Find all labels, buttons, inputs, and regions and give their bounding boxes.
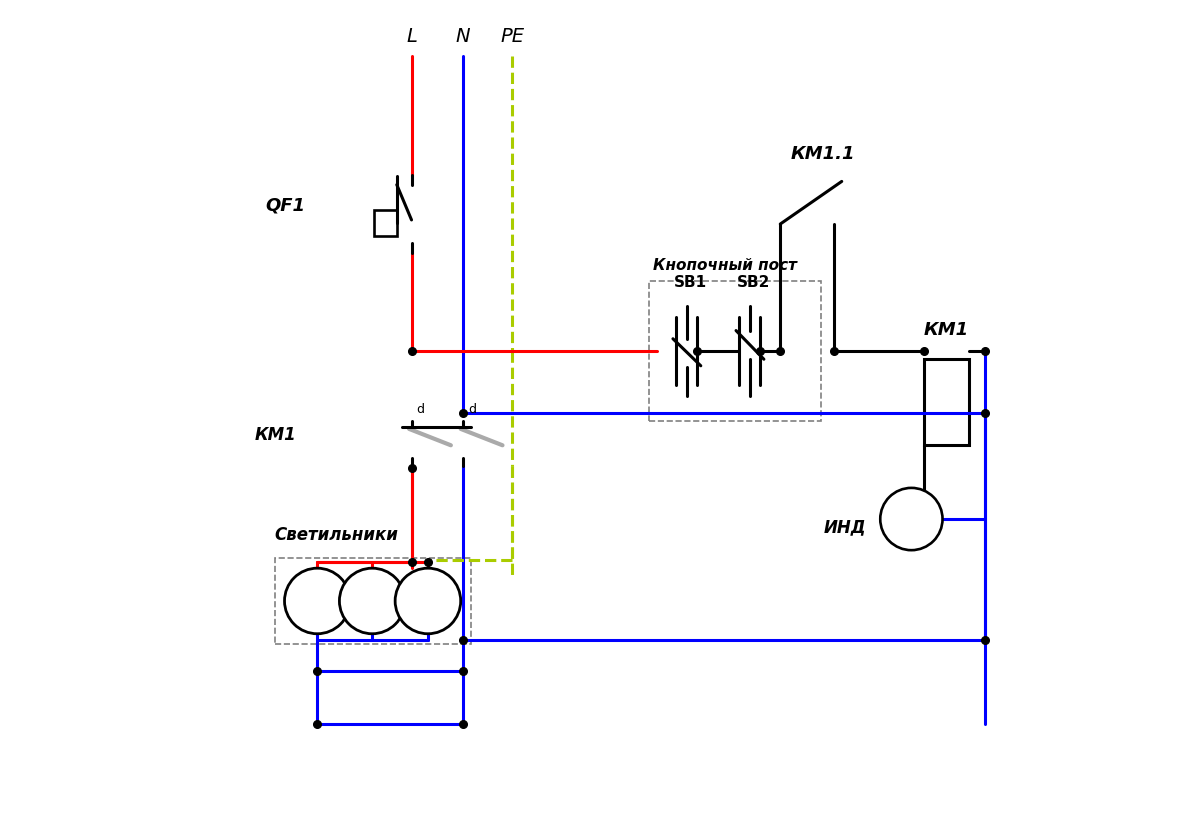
Text: КМ1.1: КМ1.1 <box>791 144 856 163</box>
Bar <box>649 281 821 421</box>
Text: QF1: QF1 <box>265 196 305 214</box>
Text: Светильники: Светильники <box>275 526 398 544</box>
Text: SB2: SB2 <box>737 275 770 290</box>
Circle shape <box>395 568 461 634</box>
Text: N: N <box>456 27 470 46</box>
Text: SB1: SB1 <box>673 275 707 290</box>
Text: d: d <box>416 403 425 416</box>
Text: КМ1: КМ1 <box>256 426 296 444</box>
Text: L: L <box>406 27 416 46</box>
Text: PE: PE <box>500 27 524 46</box>
Text: ИНД: ИНД <box>824 518 866 536</box>
Circle shape <box>340 568 404 634</box>
Circle shape <box>284 568 350 634</box>
Text: d: d <box>468 403 476 416</box>
Circle shape <box>881 488 942 550</box>
Text: Кнопочный пост: Кнопочный пост <box>653 258 797 273</box>
Bar <box>374 210 397 236</box>
Text: КМ1: КМ1 <box>924 321 968 339</box>
Bar <box>275 559 470 644</box>
Bar <box>924 359 968 446</box>
